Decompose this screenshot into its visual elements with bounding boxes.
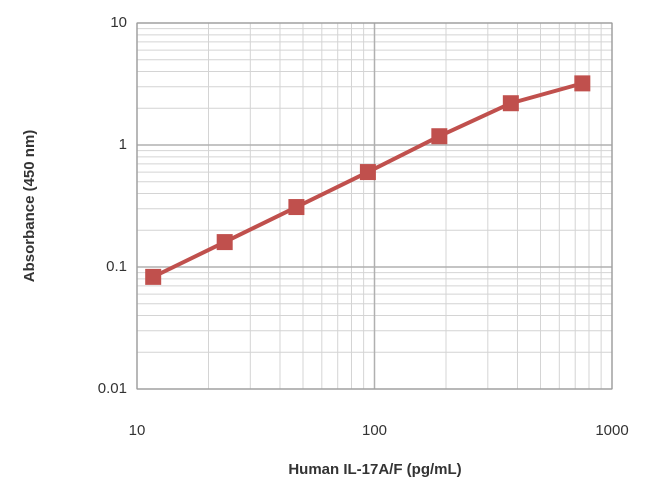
data-marker	[216, 234, 233, 251]
y-tick-label: 1	[119, 136, 127, 153]
x-axis-title: Human IL-17A/F (pg/mL)	[288, 461, 461, 478]
data-marker	[502, 95, 519, 112]
data-marker	[288, 199, 305, 216]
data-marker	[431, 128, 448, 145]
x-tick-label: 1000	[595, 422, 628, 439]
data-marker	[574, 75, 591, 92]
y-tick-label: 10	[110, 14, 127, 31]
y-tick-label: 0.01	[98, 380, 127, 397]
data-marker	[359, 164, 376, 181]
data-marker	[145, 268, 162, 285]
y-tick-label: 0.1	[106, 258, 127, 275]
x-tick-label: 100	[362, 422, 387, 439]
x-tick-label: 10	[129, 422, 146, 439]
plot-border	[136, 22, 613, 390]
y-axis-title: Absorbance (450 nm)	[21, 130, 38, 283]
